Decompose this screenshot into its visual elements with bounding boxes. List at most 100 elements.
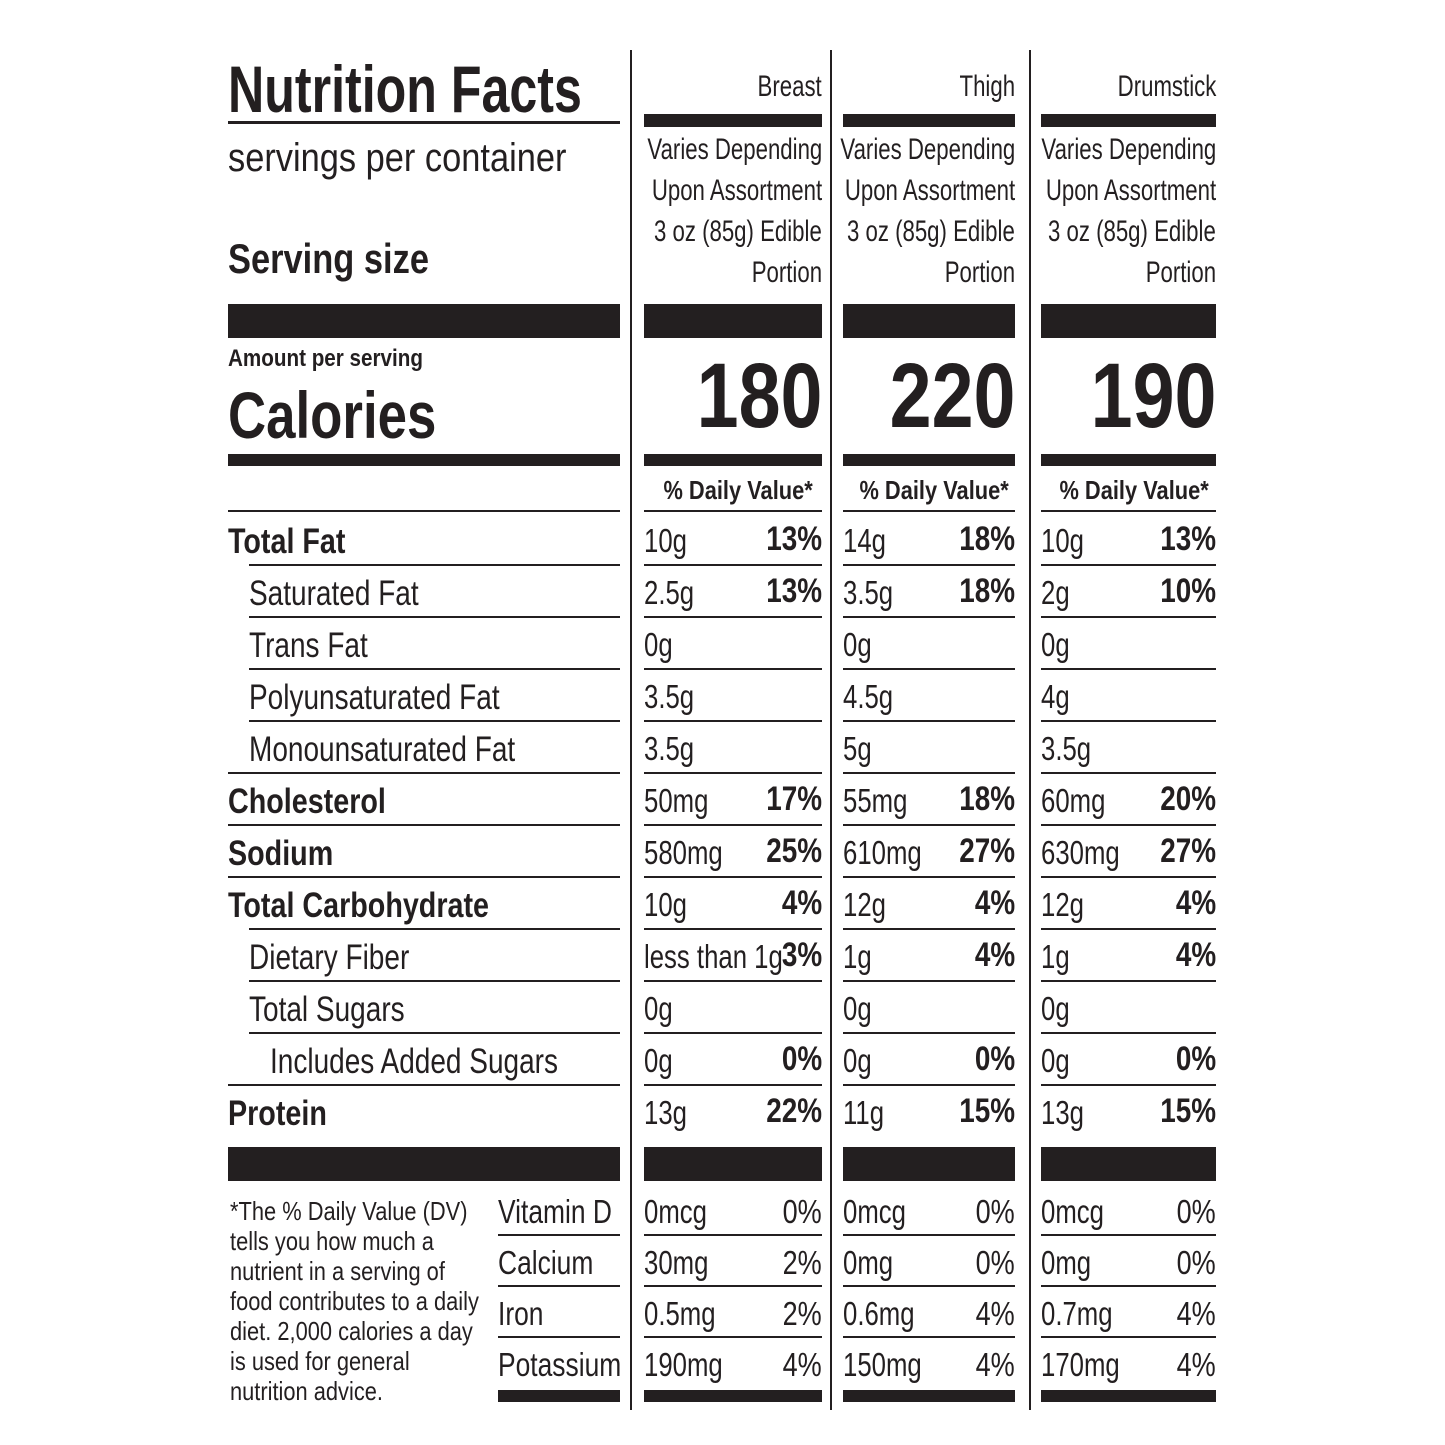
vitamin-percent-text: 0% (782, 1193, 822, 1230)
vitamin-percent: 4% (615, 1297, 1015, 1330)
row-divider (228, 510, 620, 512)
nutrient-amount-text: 11g (843, 1094, 885, 1131)
nutrient-amount-text: 50mg (644, 782, 709, 819)
calories-value: 220 (615, 350, 1015, 442)
vitamin-label-text: Iron (498, 1295, 544, 1332)
nutrient-percent (816, 730, 1216, 764)
nutrient-amount: 1g (843, 940, 880, 973)
nutrient-amount: 14g (843, 524, 898, 557)
nutrient-amount: 2.5g (644, 576, 708, 609)
nutrient-percent: 27% (615, 834, 1015, 868)
vitamin-percent-text: 4% (782, 1346, 822, 1383)
row-divider (1041, 1234, 1216, 1236)
nutrient-amount: less than 1g (644, 940, 822, 973)
nutrient-percent-text: 18% (959, 572, 1015, 610)
nutrient-amount: 0g (1041, 1044, 1078, 1077)
nutrient-percent-text: 0% (781, 1040, 822, 1078)
column-divider (630, 50, 632, 1410)
nutrient-amount: 5g (843, 732, 880, 765)
row-divider (644, 564, 822, 566)
footnote-line: nutrient in a serving of (230, 1258, 486, 1284)
nutrient-percent-text: 13% (766, 572, 822, 610)
nutrient-percent-text: 17% (766, 780, 822, 818)
nutrient-amount-text: 0g (644, 626, 673, 663)
row-divider (1041, 980, 1216, 982)
row-divider (644, 1336, 822, 1338)
footnote-line-text: *The % Daily Value (DV) (230, 1196, 468, 1226)
nutrient-percent: 20% (816, 782, 1216, 816)
calories-value-text: 180 (696, 345, 822, 447)
daily-value-header-text: % Daily Value* (859, 475, 1009, 505)
row-divider (843, 928, 1015, 930)
nutrient-percent-text: 4% (974, 936, 1015, 974)
nutrient-percent-text: 4% (1175, 936, 1216, 974)
nutrient-amount-text: 4g (1041, 678, 1070, 715)
serving-size-line-text: Varies Depending (840, 133, 1015, 166)
nutrient-percent: 22% (422, 1094, 822, 1128)
row-divider (1041, 772, 1216, 774)
serving-size-line-text: 3 oz (85g) Edible (654, 215, 822, 248)
nutrient-amount: 3.5g (644, 732, 708, 765)
nutrient-percent: 4% (422, 886, 822, 920)
vitamin-amount-text: 0mcg (644, 1193, 707, 1230)
row-divider (228, 772, 620, 774)
vitamin-percent-text: 0% (1176, 1244, 1216, 1281)
row-divider (1041, 824, 1216, 826)
vitamin-amount-text: 0mg (843, 1244, 894, 1281)
nutrient-label-text: Total Sugars (249, 990, 405, 1029)
nutrient-amount-text: 3.5g (843, 574, 894, 611)
serving-size-line: 3 oz (85g) Edible (816, 217, 1216, 247)
nutrient-amount-text: 2.5g (644, 574, 695, 611)
nutrient-label: Includes Added Sugars (270, 1044, 630, 1079)
nutrient-percent (816, 626, 1216, 660)
daily-value-header-text: % Daily Value* (1059, 475, 1209, 505)
vitamin-amount: 0.7mg (1041, 1297, 1133, 1330)
nutrient-percent: 4% (615, 886, 1015, 920)
nutrient-amount-text: 3.5g (1041, 730, 1092, 767)
vitamin-amount: 0.6mg (843, 1297, 935, 1330)
nutrient-percent-text: 20% (1160, 780, 1216, 818)
row-divider (644, 1285, 822, 1287)
vitamin-percent-text: 2% (782, 1244, 822, 1281)
page-title: Nutrition Facts (228, 56, 694, 122)
nutrient-label: Total Fat (228, 524, 371, 559)
nutrient-percent-text: 18% (959, 520, 1015, 558)
footnote-line-text: is used for general (230, 1346, 410, 1376)
row-divider (228, 876, 620, 878)
vitamin-label: Calcium (498, 1246, 617, 1279)
column-name-text: Breast (757, 70, 822, 103)
title-rule (228, 121, 620, 124)
nutrient-percent-text: 15% (959, 1092, 1015, 1130)
nutrient-label: Dietary Fiber (249, 940, 449, 975)
nutrient-amount: 10g (644, 524, 699, 557)
nutrient-amount-text: 0g (843, 626, 872, 663)
nutrient-amount-text: 2g (1041, 574, 1070, 611)
thick-rule (228, 304, 620, 338)
footnote-line-text: tells you how much a (230, 1226, 434, 1256)
nutrient-amount: 4g (1041, 680, 1078, 713)
nutrient-label-text: Includes Added Sugars (270, 1042, 558, 1081)
serving-size-line-text: Portion (944, 256, 1015, 289)
serving-size-line: Upon Assortment (615, 176, 1015, 206)
nutrient-amount: 10g (1041, 524, 1096, 557)
nutrient-percent (816, 990, 1216, 1024)
footnote-line: food contributes to a daily (230, 1288, 526, 1314)
nutrient-amount: 12g (843, 888, 898, 921)
amount-per-serving: Amount per serving (228, 347, 455, 371)
nutrient-amount: 0g (644, 992, 681, 1025)
row-divider (498, 1336, 620, 1338)
serving-size-line: 3 oz (85g) Edible (615, 217, 1015, 247)
vitamin-amount: 0mcg (1041, 1195, 1122, 1228)
row-divider (843, 876, 1015, 878)
footnote-line: is used for general (230, 1348, 444, 1374)
nutrient-amount: 0g (644, 1044, 681, 1077)
nutrient-percent-text: 4% (1175, 884, 1216, 922)
row-divider (644, 668, 822, 670)
footnote-line-text: nutrition advice. (230, 1376, 383, 1406)
nutrient-amount-text: 4.5g (843, 678, 894, 715)
column-header-rule (644, 114, 822, 127)
nutrient-amount-text: 55mg (843, 782, 908, 819)
footnote-line-text: nutrient in a serving of (230, 1256, 445, 1286)
nutrient-amount-text: 0g (843, 990, 872, 1027)
nutrient-percent: 13% (422, 522, 822, 556)
